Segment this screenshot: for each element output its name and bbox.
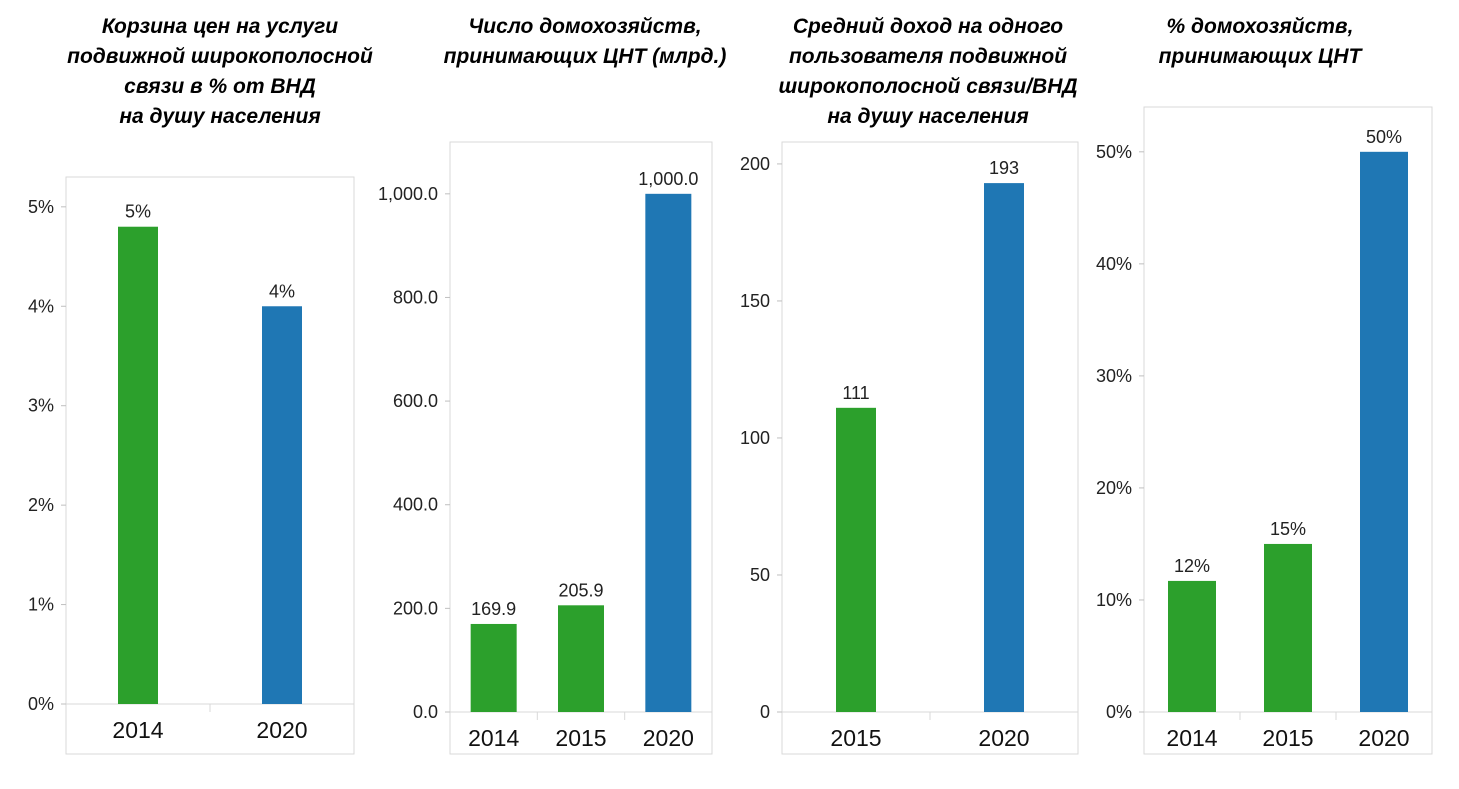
x-tick-label: 2015 [830, 725, 881, 751]
bar-2020 [645, 193, 692, 712]
plot-frame [1143, 106, 1433, 755]
y-tick-label: 200 [740, 154, 770, 174]
x-tick-label: 2020 [643, 725, 694, 751]
y-tick-label: 1% [28, 595, 54, 615]
chart-1: 0% 1% 2% 3% 4% 5% 5% 2014 4% 2020 [28, 176, 355, 755]
chart-2-title: Число домохозяйств, принимающих ЦНТ (млр… [385, 12, 785, 72]
y-tick-label: 200.0 [393, 598, 438, 618]
chart-3-title-line: Средний доход на одного [792, 15, 1064, 38]
y-tick-label: 30% [1096, 366, 1132, 386]
bar-2020 [262, 306, 302, 704]
plot-frame [65, 176, 355, 755]
data-label: 50% [1366, 127, 1402, 147]
y-tick-label: 100 [740, 428, 770, 448]
bar-2020 [984, 183, 1024, 712]
y-tick-label: 50 [750, 565, 770, 585]
bar-2014 [1168, 580, 1216, 712]
y-tick-label: 600.0 [393, 391, 438, 411]
data-label: 4% [269, 281, 295, 301]
bar-2015 [836, 407, 876, 712]
data-label: 12% [1174, 556, 1210, 576]
plot-frame [449, 141, 713, 755]
x-tick-label: 2014 [112, 717, 163, 743]
chart-2: 0.0 200.0 400.0 600.0 800.0 1,000.0 169.9 2014 2… [378, 141, 713, 755]
y-tick-label: 0.0 [413, 702, 438, 722]
bar-2015 [558, 605, 604, 712]
chart-1-title-line: на душу населения [119, 105, 321, 128]
bar-2015 [1264, 543, 1312, 712]
y-tick-label: 150 [740, 291, 770, 311]
bar-2014 [470, 623, 517, 712]
y-tick-label: 2% [28, 495, 54, 515]
chart-3-title-line: широкополосной связи/ВНД [778, 75, 1078, 98]
x-tick-label: 2015 [1262, 725, 1313, 751]
data-label: 111 [842, 383, 869, 403]
bar-2020 [1360, 151, 1408, 712]
data-label: 1,000.0 [638, 169, 698, 189]
data-label: 15% [1270, 519, 1306, 539]
y-tick-label: 4% [28, 296, 54, 316]
x-tick-label: 2015 [555, 725, 606, 751]
y-tick-label: 40% [1096, 254, 1132, 274]
y-tick-label: 0% [28, 694, 54, 714]
plot-frame [781, 141, 1079, 755]
chart-2-title-line: Число домохозяйств, [468, 15, 702, 38]
data-label: 193 [989, 158, 1019, 178]
y-tick-label: 1,000.0 [378, 184, 438, 204]
chart-3-title: Средний доход на одного пользователя под… [728, 12, 1128, 132]
chart-3: 0 50 100 150 200 111 2015 193 2020 [740, 141, 1079, 755]
chart-4-title-line: принимающих ЦНТ [1158, 45, 1362, 68]
bar-2014 [118, 226, 158, 704]
chart-1-title-line: Корзина цен на услуги [101, 15, 339, 38]
data-label: 5% [125, 202, 151, 222]
y-tick-label: 10% [1096, 590, 1132, 610]
chart-4-title: % домохозяйств, принимающих ЦНТ [1060, 12, 1459, 72]
y-tick-label: 0% [1106, 702, 1132, 722]
chart-3-title-line: пользователя подвижной [788, 45, 1068, 68]
x-tick-label: 2020 [978, 725, 1029, 751]
chart-1-title-line: связи в % от ВНД [124, 75, 316, 98]
y-tick-label: 400.0 [393, 495, 438, 515]
data-label: 205.9 [558, 580, 603, 600]
x-tick-label: 2020 [1358, 725, 1409, 751]
chart-3-title-line: на душу населения [827, 105, 1029, 128]
y-tick-label: 20% [1096, 478, 1132, 498]
x-tick-label: 2014 [1166, 725, 1217, 751]
chart-4-title-line: % домохозяйств, [1166, 15, 1354, 38]
y-tick-label: 0 [760, 702, 770, 722]
x-tick-label: 2020 [256, 717, 307, 743]
x-tick-label: 2014 [468, 725, 519, 751]
data-label: 169.9 [471, 599, 516, 619]
chart-2-title-line: принимающих ЦНТ (млрд.) [443, 45, 727, 68]
chart-4: 0% 10% 20% 30% 40% 50% 12% 2014 15% 2015 50% 2020 [1096, 106, 1433, 755]
y-tick-label: 50% [1096, 142, 1132, 162]
y-tick-label: 800.0 [393, 287, 438, 307]
chart-1-title-line: подвижной широкополосной [67, 45, 373, 68]
chart-1-title: Корзина цен на услуги подвижной широкопо… [20, 12, 420, 132]
y-tick-label: 5% [28, 197, 54, 217]
y-tick-label: 3% [28, 396, 54, 416]
